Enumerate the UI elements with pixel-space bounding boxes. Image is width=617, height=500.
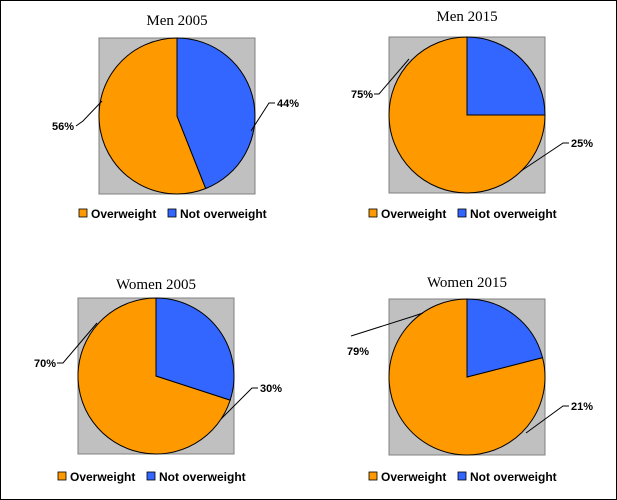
pie-slice-overweight (388, 36, 546, 194)
leader-line (350, 312, 424, 337)
leader-line (374, 58, 410, 95)
pie-panel-men-2005: Men 2005 56% 44% Overweight Not overweight (52, 13, 299, 221)
leader-line (520, 142, 569, 172)
legend-label: Not overweight (159, 470, 246, 484)
data-label: 56% (52, 121, 74, 133)
legend: Overweight Not overweight (78, 207, 267, 221)
data-label: 70% (34, 358, 56, 370)
leader-line (57, 322, 98, 364)
legend-swatch (457, 208, 467, 218)
data-label: 75% (351, 89, 373, 101)
leader-line (525, 405, 569, 434)
chart-title: Men 2015 (436, 9, 497, 25)
data-label: 44% (277, 98, 299, 110)
chart-title: Men 2005 (146, 13, 207, 29)
legend-swatch (167, 208, 177, 218)
legend-swatch (368, 471, 378, 481)
legend-label: Overweight (381, 207, 446, 221)
chart-title: Women 2015 (427, 275, 507, 291)
legend-swatch (57, 471, 67, 481)
legend-swatch (78, 208, 88, 218)
pie-slice-not-overweight (155, 297, 235, 401)
legend-label: Overweight (91, 207, 156, 221)
legend-swatch (457, 471, 467, 481)
legend: Overweight Not overweight (57, 470, 246, 484)
legend-label: Not overweight (470, 470, 557, 484)
pie-slice-overweight (98, 37, 207, 195)
pie-slice-not-overweight (466, 36, 546, 116)
data-label: 79% (347, 346, 369, 358)
legend-label: Overweight (381, 470, 446, 484)
legend-label: Overweight (70, 470, 135, 484)
legend: Overweight Not overweight (368, 470, 557, 484)
pie-panel-women-2015: Women 2015 79% 21% Overweight Not overweight (347, 275, 593, 484)
data-label: 30% (260, 383, 282, 395)
pie-slice-overweight (77, 297, 231, 455)
pie-panel-women-2005: Women 2005 70% 30% Overweight Not overweight (34, 277, 282, 484)
legend-swatch (146, 471, 156, 481)
pie-panel-men-2015: Men 2015 75% 25% Overweight Not overweight (351, 9, 593, 221)
data-label: 25% (571, 138, 593, 150)
legend-swatch (368, 208, 378, 218)
legend-label: Not overweight (470, 207, 557, 221)
leader-line (75, 100, 103, 127)
pie-slice-not-overweight (466, 298, 544, 378)
legend: Overweight Not overweight (368, 207, 557, 221)
chart-title: Women 2005 (116, 277, 196, 293)
data-label: 21% (571, 401, 593, 413)
pie-slice-not-overweight (176, 37, 256, 190)
leader-line (220, 387, 258, 420)
legend-label: Not overweight (180, 207, 267, 221)
leader-line (250, 102, 275, 132)
